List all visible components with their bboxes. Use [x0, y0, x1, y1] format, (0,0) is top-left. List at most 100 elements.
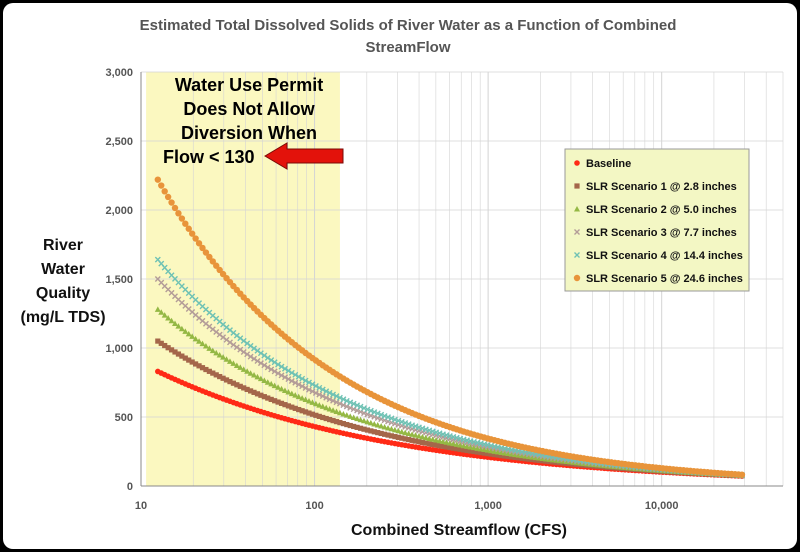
x-tick-label: 10,000	[645, 500, 679, 512]
series-point	[271, 359, 278, 366]
series-point	[460, 442, 467, 449]
legend-entry: SLR Scenario 4 @ 14.4 inches	[586, 250, 743, 262]
series-point	[522, 456, 529, 462]
series-point	[330, 418, 336, 424]
series-point	[230, 380, 237, 386]
series-point	[295, 393, 302, 400]
series-point	[165, 314, 172, 321]
series-point	[326, 406, 333, 412]
series-point	[237, 383, 243, 389]
series-point	[457, 446, 463, 452]
series-point	[323, 404, 330, 411]
series-point	[189, 359, 195, 365]
series-point	[450, 445, 456, 451]
series-point	[171, 320, 178, 326]
series-point	[165, 345, 171, 351]
series-point	[323, 415, 329, 422]
series-point	[574, 252, 580, 258]
series-point	[374, 410, 381, 417]
series-point	[288, 377, 295, 384]
series-point	[161, 312, 168, 318]
series-point	[484, 447, 491, 453]
series-point	[264, 379, 271, 385]
series-point	[450, 440, 457, 447]
series-point	[426, 441, 432, 447]
series-point	[213, 262, 220, 269]
series-point	[223, 356, 230, 362]
series-point	[285, 389, 292, 395]
series-point	[385, 414, 392, 421]
series-point	[478, 449, 484, 456]
series-point	[257, 360, 264, 367]
series-point	[453, 441, 460, 447]
series-point	[474, 449, 480, 455]
series-point	[292, 392, 299, 398]
series-point	[443, 439, 450, 445]
series-point	[526, 456, 532, 462]
series-point	[512, 454, 518, 461]
legend-entry: SLR Scenario 3 @ 7.7 inches	[586, 227, 737, 239]
series-point	[288, 390, 295, 397]
series-point	[395, 427, 402, 434]
permit-note-line: Does Not Allow	[183, 99, 315, 119]
series-point	[381, 431, 388, 437]
y-tick-label: 1,500	[105, 274, 133, 286]
series-point	[182, 220, 189, 227]
series-point	[354, 424, 360, 430]
series-point	[330, 397, 337, 404]
series-point	[220, 354, 227, 360]
series-point	[178, 215, 186, 222]
series-point	[333, 419, 340, 425]
series-point	[436, 437, 443, 444]
series-point	[357, 425, 364, 431]
series-point	[406, 437, 412, 443]
series-point	[251, 345, 258, 352]
series-point	[350, 414, 357, 420]
series-point	[258, 392, 264, 398]
series-point	[261, 352, 268, 359]
series-point	[193, 361, 199, 367]
series-point	[316, 391, 323, 398]
series-point	[185, 330, 192, 337]
series-point	[336, 409, 343, 416]
series-point	[295, 381, 302, 388]
series-point	[306, 410, 312, 416]
series-point	[189, 333, 196, 339]
series-point	[264, 364, 271, 371]
series-point	[423, 440, 429, 446]
series-point	[419, 433, 426, 440]
series-point	[481, 450, 487, 456]
series-point	[381, 423, 388, 430]
series-point	[368, 428, 374, 434]
series-point	[440, 438, 447, 445]
series-point	[412, 438, 419, 444]
series-point	[254, 373, 261, 380]
series-point	[295, 373, 302, 380]
series-point	[467, 444, 474, 450]
series-point	[247, 370, 254, 376]
series-point	[234, 382, 240, 388]
series-point	[251, 372, 258, 378]
y-tick-label: 2,000	[105, 205, 133, 217]
series-point	[292, 405, 298, 411]
series-point	[278, 363, 285, 370]
series-point	[306, 386, 312, 393]
series-point	[519, 455, 525, 461]
y-axis-label-line: Water	[41, 261, 85, 278]
series-point	[309, 411, 316, 417]
series-point	[278, 385, 285, 392]
y-axis-label-line: River	[43, 237, 83, 254]
series-point	[333, 399, 340, 406]
series-point	[488, 447, 495, 454]
series-point	[196, 338, 203, 344]
series-point	[199, 244, 206, 252]
legend-entry: SLR Scenario 1 @ 2.8 inches	[586, 181, 737, 193]
series-point	[738, 471, 746, 478]
series-point	[168, 347, 175, 353]
series-point	[409, 437, 415, 443]
series-point	[309, 399, 316, 405]
series-point	[361, 426, 367, 432]
series-point	[230, 341, 237, 348]
series-point	[395, 434, 401, 440]
series-point	[299, 383, 306, 390]
